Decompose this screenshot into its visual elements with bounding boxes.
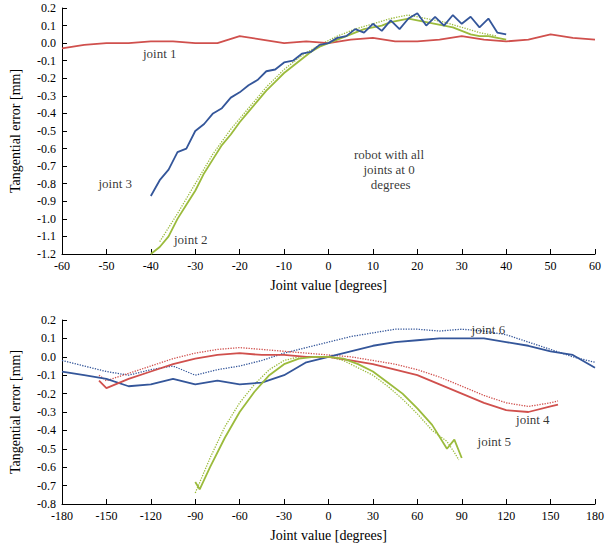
svg-text:Joint value [degrees]: Joint value [degrees] <box>270 278 387 293</box>
svg-text:-0.4: -0.4 <box>37 423 56 437</box>
svg-text:-0.3: -0.3 <box>37 89 56 103</box>
svg-text:-0.2: -0.2 <box>37 387 56 401</box>
svg-text:-60: -60 <box>232 509 248 523</box>
svg-text:-30: -30 <box>276 509 292 523</box>
svg-text:-90: -90 <box>187 509 203 523</box>
svg-text:-0.1: -0.1 <box>37 368 56 382</box>
svg-text:joint 1: joint 1 <box>142 46 177 61</box>
svg-text:-0.9: -0.9 <box>37 194 56 208</box>
svg-text:-0.6: -0.6 <box>37 460 56 474</box>
svg-text:0.0: 0.0 <box>41 36 56 50</box>
svg-text:joint 6: joint 6 <box>471 322 506 337</box>
svg-text:-60: -60 <box>54 259 70 273</box>
svg-text:120: 120 <box>497 509 515 523</box>
svg-text:-150: -150 <box>95 509 117 523</box>
svg-text:30: 30 <box>367 509 379 523</box>
svg-text:Tangential error [mm]: Tangential error [mm] <box>8 350 23 474</box>
svg-text:-0.5: -0.5 <box>37 124 56 138</box>
svg-text:robot with all: robot with all <box>354 147 427 162</box>
svg-text:joint 4: joint 4 <box>515 412 550 427</box>
svg-text:joint 2: joint 2 <box>173 232 208 247</box>
svg-text:50: 50 <box>545 259 557 273</box>
svg-text:0.1: 0.1 <box>41 331 56 345</box>
svg-text:10: 10 <box>367 259 379 273</box>
svg-text:-30: -30 <box>187 259 203 273</box>
svg-text:0.2: 0.2 <box>41 1 56 15</box>
svg-text:-0.4: -0.4 <box>37 106 56 120</box>
svg-text:-0.7: -0.7 <box>37 479 56 493</box>
svg-text:180: 180 <box>586 509 604 523</box>
svg-text:-50: -50 <box>98 259 114 273</box>
svg-text:Joint value [degrees]: Joint value [degrees] <box>270 528 387 543</box>
svg-text:joints at 0: joints at 0 <box>362 162 418 177</box>
svg-text:20: 20 <box>411 259 423 273</box>
svg-text:150: 150 <box>542 509 560 523</box>
svg-text:-0.8: -0.8 <box>37 497 56 511</box>
svg-text:-1.0: -1.0 <box>37 212 56 226</box>
svg-text:-0.7: -0.7 <box>37 159 56 173</box>
svg-text:-10: -10 <box>276 259 292 273</box>
svg-text:Tangential error [mm]: Tangential error [mm] <box>8 69 23 193</box>
svg-text:joint 5: joint 5 <box>477 434 512 449</box>
svg-text:0.1: 0.1 <box>41 19 56 33</box>
svg-text:40: 40 <box>500 259 512 273</box>
svg-text:-20: -20 <box>232 259 248 273</box>
svg-text:degrees: degrees <box>371 177 411 192</box>
svg-text:-0.6: -0.6 <box>37 142 56 156</box>
svg-text:-0.8: -0.8 <box>37 177 56 191</box>
svg-text:60: 60 <box>411 509 423 523</box>
svg-text:60: 60 <box>589 259 601 273</box>
svg-text:90: 90 <box>456 509 468 523</box>
svg-text:-0.3: -0.3 <box>37 405 56 419</box>
svg-text:-0.5: -0.5 <box>37 442 56 456</box>
svg-text:joint 3: joint 3 <box>98 176 133 191</box>
svg-text:0: 0 <box>326 259 332 273</box>
svg-text:-0.2: -0.2 <box>37 71 56 85</box>
svg-text:-1.2: -1.2 <box>37 247 56 261</box>
svg-text:0.0: 0.0 <box>41 350 56 364</box>
svg-text:30: 30 <box>456 259 468 273</box>
svg-text:-40: -40 <box>143 259 159 273</box>
svg-text:0: 0 <box>326 509 332 523</box>
svg-text:-1.1: -1.1 <box>37 229 56 243</box>
svg-text:-120: -120 <box>140 509 162 523</box>
svg-text:-0.1: -0.1 <box>37 54 56 68</box>
svg-text:-180: -180 <box>51 509 73 523</box>
svg-text:0.2: 0.2 <box>41 313 56 327</box>
